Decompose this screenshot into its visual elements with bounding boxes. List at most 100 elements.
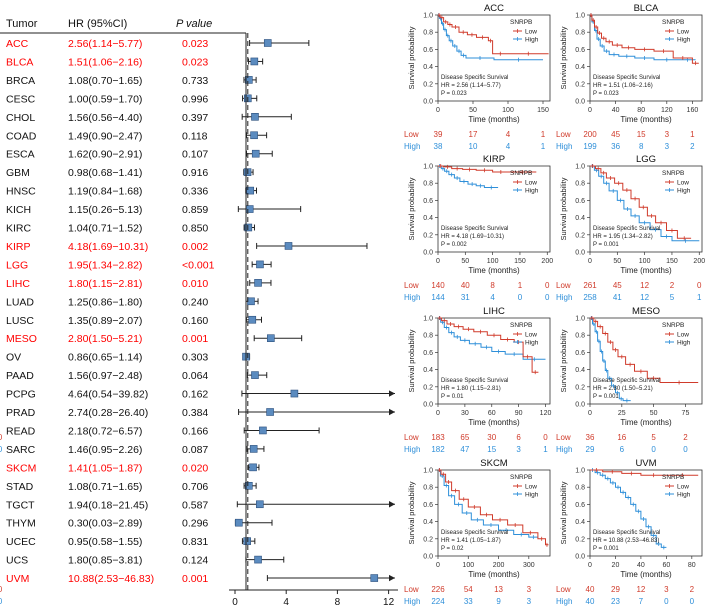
hr-text: 1.56(0.97−2.48) [68,370,142,382]
km-y-tick-label: 0.0 [423,554,433,561]
hr-box [259,426,267,435]
km-x-tick-label: 100 [487,258,499,265]
km-panel-lihc: LIHC 0.0 0.2 0.4 0.6 0.8 1.0 Survival probabili… [404,306,551,454]
hr-text: 2.80(1.50−5.21) [68,333,142,345]
km-x-tick-label: 80 [688,562,696,569]
km-panel-uvm: UVM 0.0 0.2 0.4 0.6 0.8 1.0 Survival probabilit… [556,458,703,606]
km-x-tick-label: 25 [618,410,626,417]
hr-text: 0.95(0.58−1.55) [68,536,142,548]
tumor-label: UCS [6,555,28,567]
km-x-tick-label: 0 [436,410,440,417]
km-x-tick-label: 100 [639,258,651,265]
km-curve-high [590,165,700,242]
header-tumor: Tumor [6,18,38,30]
km-y-label: Survival probability [559,329,568,392]
risk-low-count: 54 [464,585,473,594]
km-annotation: Disease Specific Survival [593,378,660,384]
km-legend-title: SNRPB [510,322,532,329]
risk-high-count: 144 [431,293,445,302]
hr-box [263,39,272,47]
risk-low-count: 1 [518,281,523,290]
hr-box [245,481,253,490]
km-x-tick-label: 0 [588,107,592,114]
hr-box [370,574,379,582]
km-y-label: Survival probability [559,26,568,89]
km-y-tick-label: 0.4 [423,367,433,374]
hr-box [290,389,299,398]
hr-box [244,223,253,232]
risk-low-count: 3 [527,585,532,594]
km-y-tick-label: 0.6 [423,502,433,509]
hr-text: 1.80(1.15−2.81) [68,278,142,290]
km-title: MESO [632,306,660,317]
km-y-tick-label: 0.2 [423,536,433,543]
forest-headers: Tumor HR (95%CI) P value [0,18,246,34]
km-x-tick-label: 0 [588,410,592,417]
risk-label-high: High [556,142,572,151]
km-x-label: Time (months) [620,115,672,124]
risk-label-low: Low [556,585,571,594]
risk-low-count: 15 [637,130,646,139]
risk-low-count: 0 [0,585,3,594]
km-y-tick-label: 0.6 [423,198,433,205]
km-annotation: HR = 1.51 (1.06−2.16) [593,83,653,89]
p-value: 0.916 [182,167,208,179]
km-annotation: HR = 2.80 (1.50−5.21) [593,386,653,392]
km-y-tick-label: 0.8 [575,181,585,188]
risk-high-count: 7 [639,597,644,606]
risk-label-low: Low [556,281,571,290]
km-x-tick-label: 0 [436,107,440,114]
risk-high-count: 182 [431,445,445,454]
km-x-tick-label: 90 [515,410,523,417]
risk-label-low: Low [404,433,419,442]
km-y-tick-label: 0.0 [575,554,585,561]
tumor-label: BRCA [6,75,35,87]
hr-text: 10.88(2.53−46.83) [68,573,154,585]
hr-text: 1.46(0.95−2.26) [68,444,142,456]
km-panel-blca: BLCA 0.0 0.2 0.4 0.6 0.8 1.0 Survival probabili… [556,3,703,151]
risk-high-count: 0 [518,293,523,302]
km-legend-title: SNRPB [662,474,684,481]
tumor-label: CESC [6,93,36,105]
risk-high-count: 4 [506,142,511,151]
km-annotation: HR = 2.56 (1.14−5.77) [441,83,501,89]
hr-box [284,242,293,250]
km-x-tick-label: 150 [514,258,526,265]
hr-text: 1.41(1.05−1.87) [68,462,142,474]
km-annotation: HR = 10.88 (2.53−46.83) [593,538,659,544]
risk-low-count: 40 [586,585,595,594]
p-value: 0.010 [182,278,208,290]
km-y-tick-label: 0.4 [423,215,433,222]
risk-high-count: 0 [664,597,669,606]
km-y-label: Survival probability [407,26,416,89]
risk-high-count: 0 [0,597,3,606]
tumor-label: GBM [6,167,30,179]
km-legend-high: High [525,492,539,499]
risk-high-count: 3 [516,445,521,454]
risk-low-count: 8 [490,281,495,290]
p-value: 0.001 [182,573,208,585]
risk-high-count: 0 [683,445,688,454]
forest-x-tick-label: 4 [283,597,289,608]
risk-label-high: High [404,142,420,151]
km-y-tick-label: 0.6 [575,502,585,509]
tumor-label: SKCM [6,462,36,474]
p-value: 0.336 [182,186,208,198]
hr-text: 1.95(1.34−2.82) [68,259,142,271]
hr-text: 1.00(0.59−1.70) [68,93,142,105]
km-annotation: Disease Specific Survival [593,530,660,536]
hr-text: 2.74(0.28−26.40) [68,407,148,419]
km-legend-high: High [677,492,691,499]
km-y-tick-label: 0.8 [575,333,585,340]
km-x-tick-label: 80 [637,107,645,114]
risk-label-low: Low [404,585,419,594]
hr-text: 1.35(0.89−2.07) [68,315,142,327]
km-title: KIRP [483,154,505,165]
km-panel-lgg: LGG 0.0 0.2 0.4 0.6 0.8 1.0 Survival probabilit… [556,154,705,302]
km-x-label: Time (months) [620,266,672,275]
risk-high-count: 36 [611,142,620,151]
km-y-tick-label: 0.2 [423,232,433,239]
hr-box [256,260,264,269]
hr-text: 1.94(0.18−21.45) [68,499,148,511]
